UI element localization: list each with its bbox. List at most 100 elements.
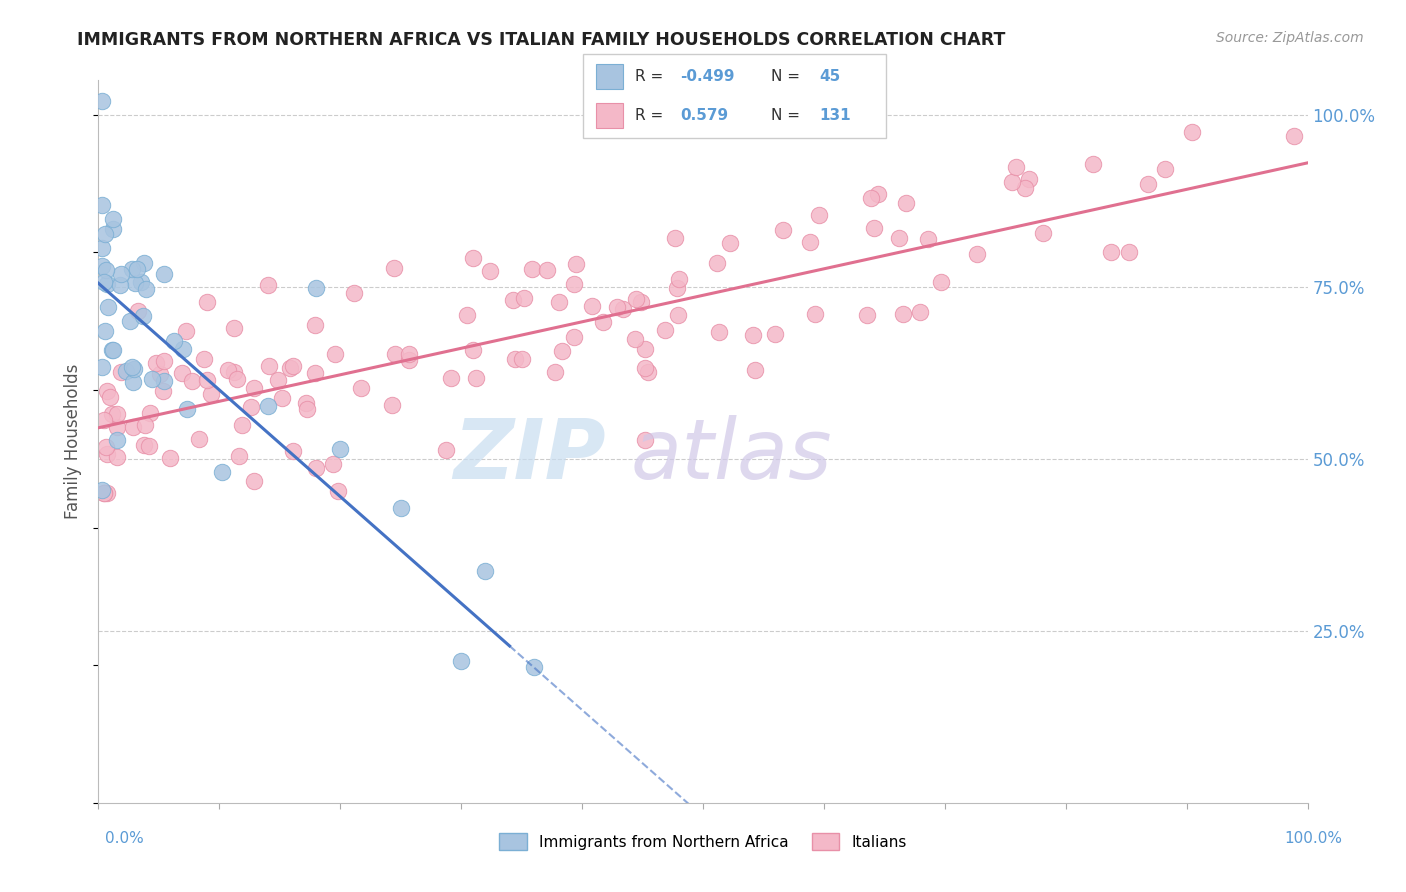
Point bbox=[304, 366, 326, 380]
Text: ZIP: ZIP bbox=[454, 416, 606, 497]
Point bbox=[96, 486, 118, 500]
Point bbox=[665, 281, 688, 295]
Point bbox=[384, 347, 406, 361]
Point bbox=[115, 364, 138, 378]
Point bbox=[668, 272, 690, 286]
Point bbox=[503, 351, 526, 366]
Point bbox=[461, 251, 484, 265]
Point bbox=[91, 259, 114, 273]
Point bbox=[225, 371, 247, 385]
Point bbox=[141, 372, 163, 386]
Text: 0.0%: 0.0% bbox=[105, 831, 145, 846]
Point bbox=[398, 353, 420, 368]
Point bbox=[434, 443, 457, 458]
Point bbox=[398, 347, 420, 361]
Point bbox=[132, 309, 155, 323]
FancyBboxPatch shape bbox=[583, 54, 886, 138]
Point bbox=[929, 275, 952, 289]
Point bbox=[145, 356, 167, 370]
Point bbox=[502, 293, 524, 307]
Point bbox=[479, 264, 502, 278]
Point bbox=[513, 291, 536, 305]
Bar bbox=[596, 63, 623, 89]
Point bbox=[240, 401, 263, 415]
Point bbox=[741, 328, 763, 343]
Point bbox=[474, 564, 496, 578]
Point bbox=[91, 359, 114, 374]
Point bbox=[231, 418, 253, 433]
Point bbox=[193, 351, 215, 366]
Point bbox=[323, 347, 346, 361]
Point bbox=[772, 223, 794, 237]
Point bbox=[108, 278, 131, 293]
Point bbox=[172, 342, 194, 356]
Point bbox=[1154, 161, 1177, 176]
Point bbox=[152, 353, 174, 368]
Point bbox=[465, 371, 488, 385]
Point bbox=[536, 263, 558, 277]
Point bbox=[96, 440, 118, 454]
Point bbox=[1083, 157, 1105, 171]
Point bbox=[581, 299, 603, 313]
Point bbox=[1005, 160, 1028, 174]
Point bbox=[211, 465, 233, 479]
Point bbox=[565, 257, 588, 271]
Point bbox=[124, 277, 146, 291]
Point bbox=[328, 484, 350, 499]
Point bbox=[664, 231, 686, 245]
Point bbox=[894, 196, 917, 211]
Point bbox=[153, 374, 176, 388]
Point bbox=[152, 384, 174, 398]
Point bbox=[256, 399, 278, 413]
Text: 45: 45 bbox=[820, 69, 841, 84]
Point bbox=[93, 486, 115, 500]
Point bbox=[217, 363, 239, 377]
Point bbox=[343, 286, 366, 301]
Point bbox=[350, 381, 373, 395]
Point bbox=[868, 186, 890, 201]
Y-axis label: Family Households: Family Households bbox=[65, 364, 83, 519]
Text: -0.499: -0.499 bbox=[681, 69, 735, 84]
Point bbox=[101, 407, 124, 421]
Point bbox=[121, 262, 143, 277]
Point bbox=[856, 308, 879, 322]
Point bbox=[222, 321, 245, 335]
Point bbox=[195, 295, 218, 310]
Point bbox=[1136, 178, 1159, 192]
Point bbox=[859, 191, 882, 205]
Point bbox=[707, 325, 730, 339]
Point bbox=[1282, 129, 1305, 144]
Point bbox=[200, 387, 222, 401]
Point bbox=[637, 365, 659, 379]
Point bbox=[548, 295, 571, 310]
Point bbox=[908, 305, 931, 319]
Point bbox=[612, 301, 634, 316]
Point bbox=[96, 447, 118, 461]
Point bbox=[917, 232, 939, 246]
Point bbox=[562, 277, 585, 292]
Point bbox=[1014, 180, 1036, 194]
Point bbox=[461, 343, 484, 358]
Point bbox=[257, 359, 280, 374]
Point bbox=[125, 261, 148, 276]
Point bbox=[718, 236, 741, 251]
Point bbox=[93, 486, 115, 500]
Point bbox=[98, 390, 121, 404]
Point bbox=[149, 367, 172, 381]
Point bbox=[94, 324, 117, 338]
Point bbox=[138, 406, 160, 420]
Point bbox=[127, 304, 149, 318]
Text: Source: ZipAtlas.com: Source: ZipAtlas.com bbox=[1216, 31, 1364, 45]
Point bbox=[297, 401, 319, 416]
Point bbox=[807, 208, 830, 222]
Point bbox=[180, 374, 202, 388]
Point bbox=[763, 326, 786, 341]
Point bbox=[654, 323, 676, 337]
Point bbox=[1180, 125, 1202, 139]
Point bbox=[283, 444, 305, 458]
Point bbox=[606, 300, 628, 314]
Point bbox=[278, 361, 301, 376]
Point bbox=[887, 231, 910, 245]
Point bbox=[450, 654, 472, 668]
Point bbox=[134, 417, 156, 432]
